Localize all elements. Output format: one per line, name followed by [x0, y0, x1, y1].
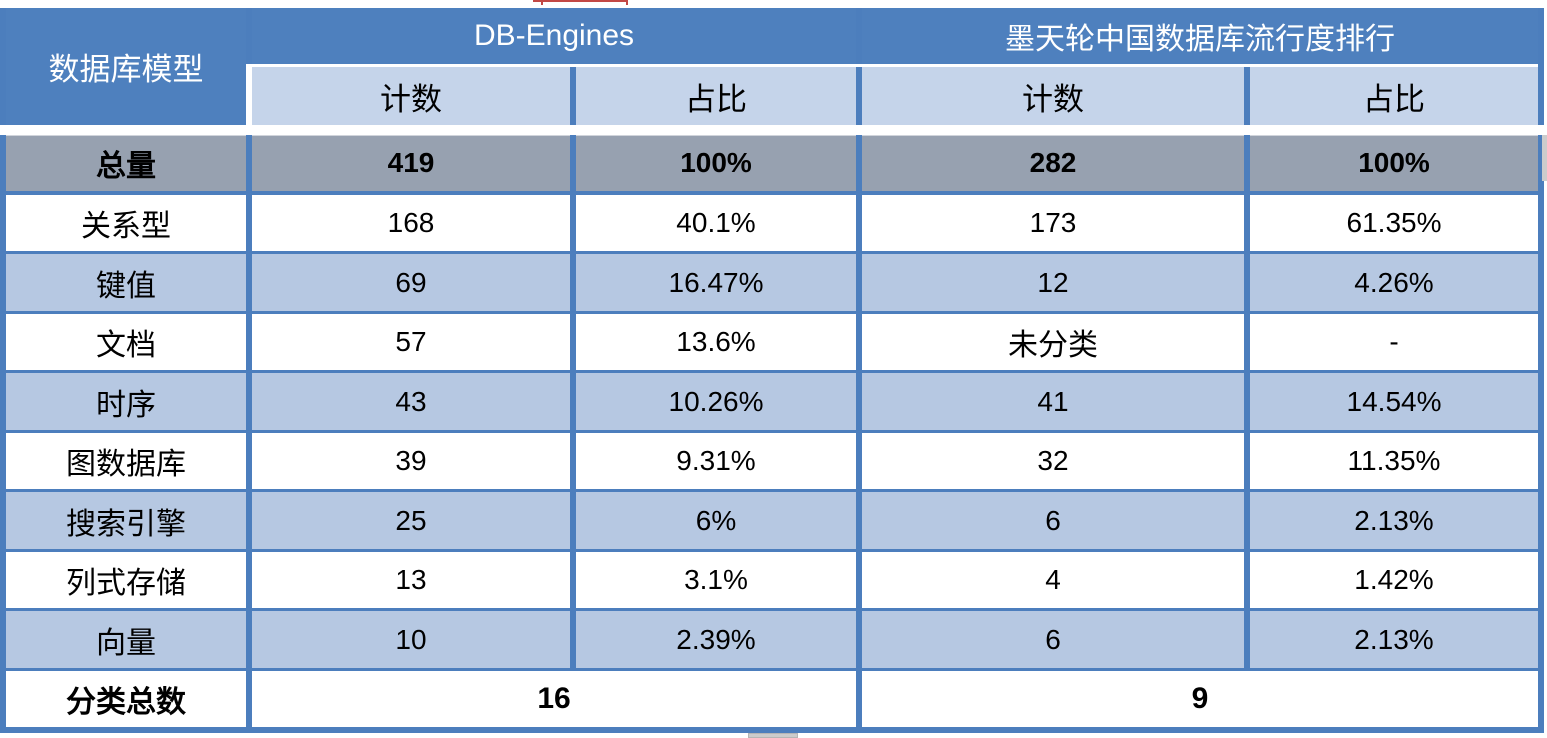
vertical-scrollbar-thumb[interactable]	[1542, 135, 1547, 181]
value-cell: 11.35%	[1250, 433, 1538, 489]
value-cell: 69	[252, 254, 570, 311]
value-cell: -	[1250, 314, 1538, 370]
value-cell: 10	[252, 611, 570, 668]
summary-value-db-engines: 16	[252, 671, 856, 727]
total-row-value: 100%	[1250, 135, 1538, 191]
value-cell: 168	[252, 195, 570, 251]
header-white-divider	[246, 64, 1538, 67]
red-stroke-artifact	[533, 0, 628, 5]
value-cell: 12	[862, 254, 1244, 311]
subheader-count-db-engines: 计数	[252, 67, 570, 125]
value-cell: 2.13%	[1250, 611, 1538, 668]
value-cell: 1.42%	[1250, 552, 1538, 608]
summary-value-motianlun: 9	[862, 671, 1538, 727]
value-cell: 43	[252, 373, 570, 430]
row-label: 列式存储	[6, 552, 246, 608]
value-cell: 4	[862, 552, 1244, 608]
value-cell: 9.31%	[576, 433, 856, 489]
value-cell: 25	[252, 492, 570, 549]
value-cell: 61.35%	[1250, 195, 1538, 251]
group-title-motianlun: 墨天轮中国数据库流行度排行	[862, 8, 1538, 64]
header-body-white-band	[0, 125, 1544, 135]
summary-row-label: 分类总数	[6, 671, 246, 727]
value-cell: 41	[862, 373, 1244, 430]
horizontal-scrollbar-thumb[interactable]	[748, 733, 798, 738]
value-cell: 13	[252, 552, 570, 608]
value-cell: 32	[862, 433, 1244, 489]
value-cell: 57	[252, 314, 570, 370]
value-cell: 16.47%	[576, 254, 856, 311]
total-row-value: 100%	[576, 135, 856, 191]
header-white-gap	[246, 67, 252, 125]
value-cell: 39	[252, 433, 570, 489]
group-title-db-engines: DB-Engines	[252, 8, 856, 64]
value-cell: 6%	[576, 492, 856, 549]
total-row-value: 419	[252, 135, 570, 191]
value-cell: 40.1%	[576, 195, 856, 251]
value-cell: 10.26%	[576, 373, 856, 430]
comparison-table-grid: 数据库模型 DB-Engines 墨天轮中国数据库流行度排行 计数 占比 计数 …	[0, 8, 1544, 733]
value-cell: 4.26%	[1250, 254, 1538, 311]
value-cell: 3.1%	[576, 552, 856, 608]
subheader-share-db-engines: 占比	[576, 67, 856, 125]
subheader-share-motianlun: 占比	[1250, 67, 1538, 125]
value-cell: 6	[862, 611, 1244, 668]
value-cell: 2.13%	[1250, 492, 1538, 549]
value-cell: 14.54%	[1250, 373, 1538, 430]
value-cell: 173	[862, 195, 1244, 251]
corner-header-cell: 数据库模型	[6, 8, 246, 125]
row-label: 文档	[6, 314, 246, 370]
value-cell: 未分类	[862, 314, 1244, 370]
subheader-count-motianlun: 计数	[862, 67, 1244, 125]
value-cell: 6	[862, 492, 1244, 549]
value-cell: 2.39%	[576, 611, 856, 668]
row-label: 关系型	[6, 195, 246, 251]
row-label: 图数据库	[6, 433, 246, 489]
row-label: 键值	[6, 254, 246, 311]
total-row-label: 总量	[6, 135, 246, 191]
row-label: 搜索引擎	[6, 492, 246, 549]
total-row-value: 282	[862, 135, 1244, 191]
row-label: 时序	[6, 373, 246, 430]
row-label: 向量	[6, 611, 246, 668]
value-cell: 13.6%	[576, 314, 856, 370]
